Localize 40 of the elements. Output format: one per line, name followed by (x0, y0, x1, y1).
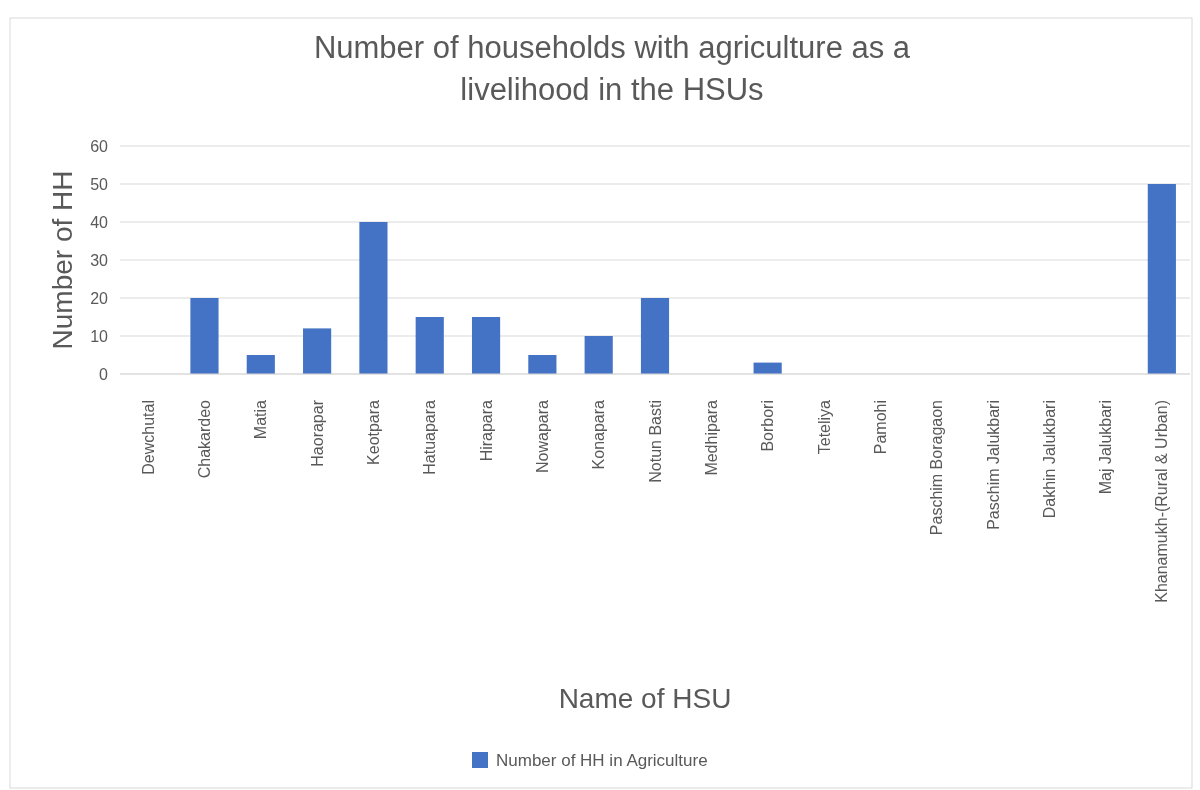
bar (471, 317, 501, 374)
x-tick-label: Keotpara (365, 399, 383, 465)
bar (359, 222, 388, 374)
bar (528, 355, 557, 374)
x-tick-label: Khanamukh-(Rural & Urban) (1153, 400, 1171, 603)
y-tick-label: 20 (90, 289, 109, 307)
x-axis-title: Name of HSU (558, 683, 732, 714)
bar (190, 298, 219, 374)
legend-label: Number of HH in Agriculture (496, 750, 708, 770)
x-tick-label: Paschim Jalukbari (984, 400, 1002, 530)
x-tick-label: Paschim Boragaon (928, 400, 946, 536)
x-tick-label: Chakardeo (196, 399, 214, 479)
x-tick-label: Maj Jalukbari (1097, 400, 1115, 495)
bar (303, 328, 332, 374)
x-tick-label: Nowapara (533, 399, 551, 473)
y-tick-label: 40 (90, 213, 109, 231)
bar (1147, 184, 1176, 374)
y-tick-label: 60 (90, 137, 109, 155)
y-tick-label: 30 (90, 251, 109, 269)
y-tick-label: 10 (90, 327, 109, 345)
x-tick-label: Hatuapara (421, 399, 439, 475)
x-tick-label: Notun Basti (646, 400, 664, 483)
x-tick-label: Konapara (590, 399, 608, 470)
x-tick-label: Borbori (759, 400, 777, 452)
x-tick-label: Dewchutal (139, 400, 157, 475)
x-tick-label: Dakhin Jalukbari (1040, 400, 1058, 519)
bar (415, 317, 444, 374)
y-axis-title: Number of HH (46, 170, 78, 350)
x-tick-label: Haorapar (308, 399, 326, 467)
y-tick-label: 0 (99, 365, 109, 383)
bar (246, 355, 275, 374)
x-tick-label: Hirapara (477, 399, 495, 462)
x-tick-label: Pamohi (871, 400, 889, 455)
x-tick-label: Teteliya (815, 399, 833, 455)
bar (584, 336, 613, 374)
y-tick-label: 50 (90, 175, 109, 193)
x-tick-label: Matia (252, 399, 270, 440)
bar (640, 298, 670, 374)
chart-title: Number of households with agriculture as a livelihood in the HSUs (313, 30, 911, 107)
x-tick-label: Medhipara (702, 399, 720, 476)
